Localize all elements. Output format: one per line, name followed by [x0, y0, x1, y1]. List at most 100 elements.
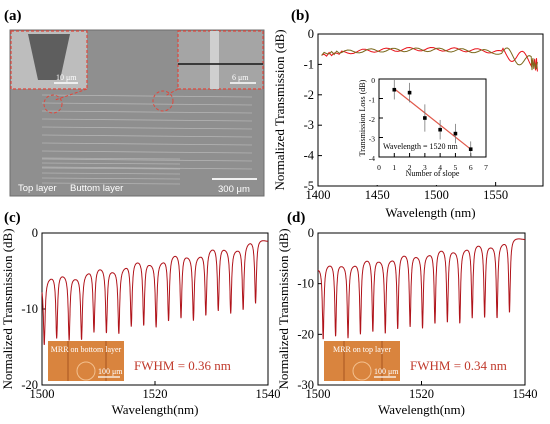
micrograph-label: MRR on bottom layer [51, 345, 122, 354]
inset-right-scale: 6 μm [232, 73, 249, 82]
x-tick-label: 1540 [513, 387, 538, 401]
y-tick-label: 0 [371, 76, 375, 85]
sem-inset-right: 6 μm [177, 30, 264, 90]
y-tick-label: -30 [297, 378, 314, 392]
x-tick-label: 5 [454, 163, 458, 172]
x-axis-title: Wavelength (nm) [385, 205, 475, 220]
micrograph-ring [76, 361, 96, 381]
y-tick-label: 0 [308, 226, 314, 240]
micrograph-image [48, 341, 124, 381]
micrograph-scale-label: 100 μm [374, 367, 399, 376]
inset-background [353, 73, 492, 185]
panel-b-label: (b) [291, 8, 309, 24]
inset-data-point [438, 127, 442, 132]
x-tick-label: 1520 [409, 387, 434, 401]
inset-data-point [392, 87, 397, 92]
spectrum-series-line [321, 47, 538, 71]
sem-scale-label: 300 μm [218, 184, 250, 195]
panel-c-label: (c) [4, 210, 21, 226]
inset-left-scale: 10 μm [56, 73, 77, 82]
panel-a-label: (a) [4, 8, 22, 24]
y-tick-label: -10 [297, 277, 314, 291]
y-tick-label: -2 [304, 88, 314, 102]
resonance-series-line [317, 238, 525, 340]
x-tick-label: 4 [438, 163, 442, 172]
panel-d-label: (d) [287, 210, 305, 226]
sem-waveguide-line [41, 157, 181, 160]
micrograph-label: MRR on top layer [333, 345, 391, 354]
sem-waveguide-line [41, 182, 181, 185]
inset-data-point [407, 90, 412, 95]
inset-data-point [423, 116, 427, 120]
sem-waveguides [41, 94, 253, 185]
y-tick-label: 0 [32, 226, 38, 240]
sem-waveguide-line [41, 126, 253, 130]
sem-waveguide-line [41, 110, 253, 114]
micrograph-image [324, 341, 400, 381]
y-tick-label: -1 [304, 57, 314, 71]
inset-annotation: Wavelength = 1520 nm [383, 142, 459, 151]
y-axis-title: Normalized Transmission (dB) [0, 228, 15, 389]
x-tick-label: 3 [423, 163, 427, 172]
resonance-series-line [41, 240, 269, 345]
x-tick-label: 1550 [483, 188, 508, 202]
y-tick-label: -3 [369, 135, 375, 144]
fwhm-annotation: FWHM = 0.36 nm [134, 358, 231, 373]
sem-waveguide-line [41, 150, 253, 154]
x-axis-title: Wavelength(nm) [378, 402, 465, 417]
sem-waveguide-line [41, 162, 181, 165]
plot-frame [317, 33, 544, 187]
y-tick-label: -20 [297, 327, 314, 341]
chart-c: 1500 1520 1540 0 -10 -20 Wavelength(nm) Normali… [0, 226, 281, 417]
sem-waveguide-line [41, 102, 253, 106]
chart-d: 1500 1520 1540 0 -10 -20 -30 Wavelength(nm) Norm… [276, 226, 538, 417]
y-axis-title: Normalized Transmission (dB) [272, 29, 287, 190]
x-axis-title: Wavelength(nm) [111, 402, 198, 417]
sem-waveguide-line [41, 142, 253, 146]
inset-data-point [453, 131, 458, 136]
x-tick-label: 1500 [30, 387, 55, 401]
x-tick-label: 1450 [365, 188, 390, 202]
x-tick-label: 1540 [256, 387, 281, 401]
y-tick-label: -4 [304, 149, 315, 163]
y-tick-label: -3 [304, 118, 314, 132]
sem-waveguide-line [41, 158, 253, 162]
x-tick-label: 1500 [424, 188, 449, 202]
y-tick-label: 0 [308, 27, 314, 41]
sem-waveguide-line [41, 172, 181, 175]
micrograph-ring [352, 361, 372, 381]
y-tick-label: -10 [21, 302, 38, 316]
y-tick-label: -1 [369, 96, 375, 105]
y-tick-label: -5 [304, 179, 314, 193]
x-axis-title: Number of slope [406, 169, 460, 178]
x-tick-label: 1 [392, 163, 396, 172]
x-tick-label: 2 [408, 163, 412, 172]
y-tick-label: -2 [369, 115, 375, 124]
y-axis-title: Transmission Loss (dB) [358, 79, 367, 156]
sem-image: 10 μm 6 μm Top layer Buttom layer 300 μm [9, 29, 265, 197]
y-axis-title: Normalized Transmission (dB) [276, 228, 291, 389]
micrograph-scale-label: 100 μm [98, 367, 123, 376]
bottom-layer-label: Buttom layer [70, 183, 123, 194]
sem-inset-left: 10 μm [10, 30, 88, 90]
x-tick-label: 1500 [306, 387, 331, 401]
inset-fit-line [393, 88, 472, 150]
sem-waveguide-line [41, 94, 253, 98]
x-tick-label: 1400 [306, 188, 331, 202]
x-tick-label: 1520 [143, 387, 168, 401]
x-tick-label: 0 [377, 163, 381, 172]
x-tick-label: 6 [469, 163, 473, 172]
sem-waveguide-line [41, 134, 253, 138]
sem-waveguide-line [41, 118, 253, 122]
sem-waveguide-line [41, 167, 181, 170]
inset-data-point [468, 147, 473, 151]
sem-waveguide-line [41, 177, 181, 180]
fwhm-annotation: FWHM = 0.34 nm [410, 358, 507, 373]
top-layer-label: Top layer [18, 183, 57, 194]
sem-waveguide-line [41, 166, 253, 170]
y-tick-label: -20 [21, 378, 38, 392]
x-tick-label: 7 [484, 163, 488, 172]
y-tick-label: -4 [369, 154, 375, 163]
